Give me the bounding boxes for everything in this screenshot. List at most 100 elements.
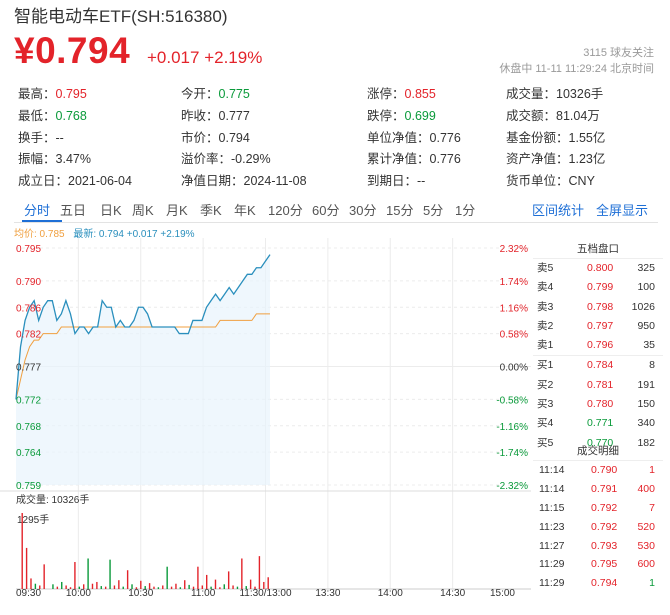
intraday-chart-svg[interactable]: 0.795 0.790 0.786 0.782 0.777 0.772 0.768 0.764… xyxy=(0,238,532,599)
trade-row: 11:15 0.792 7 xyxy=(533,499,663,518)
volume-bar xyxy=(83,584,85,589)
order-book-row: 卖4 0.799 100 xyxy=(533,278,663,297)
order-price: 0.784 xyxy=(587,359,614,372)
price-axis-label: 0.759 xyxy=(16,481,41,492)
stat-item: 今开：0.775 xyxy=(181,83,250,102)
volume-bar xyxy=(249,579,252,589)
volume-bar xyxy=(206,574,208,589)
stat-value: 0.795 xyxy=(55,87,87,101)
volume-bar xyxy=(30,578,32,589)
trade-row: 11:29 0.794 1 xyxy=(533,574,663,593)
time-axis-label: 10:30 xyxy=(128,588,153,598)
order-price: 0.796 xyxy=(587,339,614,352)
order-volume: 150 xyxy=(637,398,655,411)
order-price: 0.800 xyxy=(587,262,614,274)
tab-6[interactable]: 年K xyxy=(234,203,256,218)
tab-11[interactable]: 5分 xyxy=(423,203,444,218)
range-stats-button[interactable]: 区间统计 xyxy=(532,203,585,218)
volume-bar xyxy=(43,564,45,589)
time-axis-label: 11:30/13:00 xyxy=(239,588,292,598)
tab-12[interactable]: 1分 xyxy=(455,203,476,218)
trade-price: 0.795 xyxy=(591,558,618,571)
order-price: 0.780 xyxy=(587,398,614,411)
volume-bar xyxy=(214,579,217,589)
price-axis-label: 0.790 xyxy=(16,277,41,288)
percent-axis-label: 0.00% xyxy=(500,363,528,374)
stat-item: 成交额：81.04万 xyxy=(506,105,600,124)
volume-bar xyxy=(157,587,160,589)
order-book-row: 买1 0.784 8 xyxy=(533,355,663,375)
stat-value: 10326手 xyxy=(556,87,604,101)
order-volume: 35 xyxy=(643,339,655,352)
volume-bar xyxy=(34,583,37,589)
trade-price: 0.794 xyxy=(591,577,618,590)
trade-time: 11:14 xyxy=(539,482,565,495)
active-tab-underline xyxy=(22,220,62,222)
stat-item: 累计净值：0.776 xyxy=(367,148,461,167)
order-book-row: 卖2 0.797 950 xyxy=(533,317,663,336)
tab-5[interactable]: 季K xyxy=(200,203,222,218)
order-level: 买3 xyxy=(537,398,554,411)
trade-time: 11:23 xyxy=(539,520,565,533)
volume-bar xyxy=(118,580,120,589)
stat-label: 到期日： xyxy=(367,174,418,189)
order-book-row: 买2 0.781 191 xyxy=(533,376,663,395)
volume-bar xyxy=(236,586,239,589)
trade-volume: 520 xyxy=(637,520,655,533)
tab-2[interactable]: 日K xyxy=(100,203,122,218)
trade-details: 成交明细 11:14 0.790 1 11:14 0.791 400 11:15 0.792 7… xyxy=(533,442,663,593)
percent-axis-label: -1.16% xyxy=(496,422,528,433)
avg-price-line xyxy=(15,313,270,400)
stat-value: -0.29% xyxy=(231,152,271,167)
stat-label: 换手： xyxy=(18,130,56,145)
volume-bar xyxy=(267,577,269,589)
tab-10[interactable]: 15分 xyxy=(386,203,414,218)
volume-bar xyxy=(56,586,59,589)
stat-value: 81.04万 xyxy=(556,108,600,123)
stat-label: 涨停： xyxy=(367,87,405,101)
order-level: 卖3 xyxy=(537,300,554,313)
volume-bar xyxy=(96,581,98,589)
tab-0[interactable]: 分时 xyxy=(24,203,51,218)
order-level: 卖4 xyxy=(537,281,554,294)
stat-label: 跌停： xyxy=(367,108,405,123)
stat-value: 0.776 xyxy=(429,130,461,145)
tab-7[interactable]: 120分 xyxy=(268,203,303,218)
volume-bar xyxy=(52,584,54,589)
percent-axis-label: -2.32% xyxy=(496,481,528,492)
tab-9[interactable]: 30分 xyxy=(349,203,377,218)
stat-value: 0.775 xyxy=(218,87,250,101)
volume-label: 成交量: 10326手 xyxy=(16,493,89,506)
tab-3[interactable]: 周K xyxy=(132,203,154,218)
time-axis-label: 14:30 xyxy=(440,588,465,598)
price-axis-label: 0.777 xyxy=(16,363,41,374)
percent-axis-label: -0.58% xyxy=(496,395,528,406)
order-price: 0.797 xyxy=(587,319,614,332)
tab-1[interactable]: 五日 xyxy=(60,203,87,218)
time-axis-label: 13:30 xyxy=(315,588,340,598)
volume-axis-label: 1295手 xyxy=(17,513,49,526)
volume-bar xyxy=(104,586,107,589)
stat-item: 单位净值：0.776 xyxy=(367,127,461,146)
stat-label: 单位净值： xyxy=(367,130,430,145)
stat-value: 3.47% xyxy=(55,152,91,167)
time-axis-label: 09:30 xyxy=(16,588,41,598)
follower-count[interactable]: 3115 球友关注 xyxy=(583,47,654,59)
price-line xyxy=(15,254,271,400)
stat-item: 换手：-- xyxy=(18,127,64,146)
tab-4[interactable]: 月K xyxy=(166,203,188,218)
volume-bar xyxy=(78,586,81,589)
fullscreen-button[interactable]: 全屏显示 xyxy=(596,203,649,218)
volume-bar xyxy=(87,558,89,589)
intraday-chart[interactable]: 0.795 0.790 0.786 0.782 0.777 0.772 0.768 0.764… xyxy=(0,238,532,599)
stat-label: 今开： xyxy=(181,87,219,101)
order-price: 0.781 xyxy=(587,378,614,391)
stat-label: 振幅： xyxy=(18,152,56,167)
volume-bar xyxy=(39,585,41,589)
volume-bar xyxy=(188,584,190,589)
percent-axis-label: -1.74% xyxy=(496,448,528,459)
stat-label: 溢价率： xyxy=(181,152,232,167)
tab-8[interactable]: 60分 xyxy=(312,203,340,218)
stat-value: 1.23亿 xyxy=(568,152,606,167)
price-axis-label: 0.772 xyxy=(16,395,41,406)
